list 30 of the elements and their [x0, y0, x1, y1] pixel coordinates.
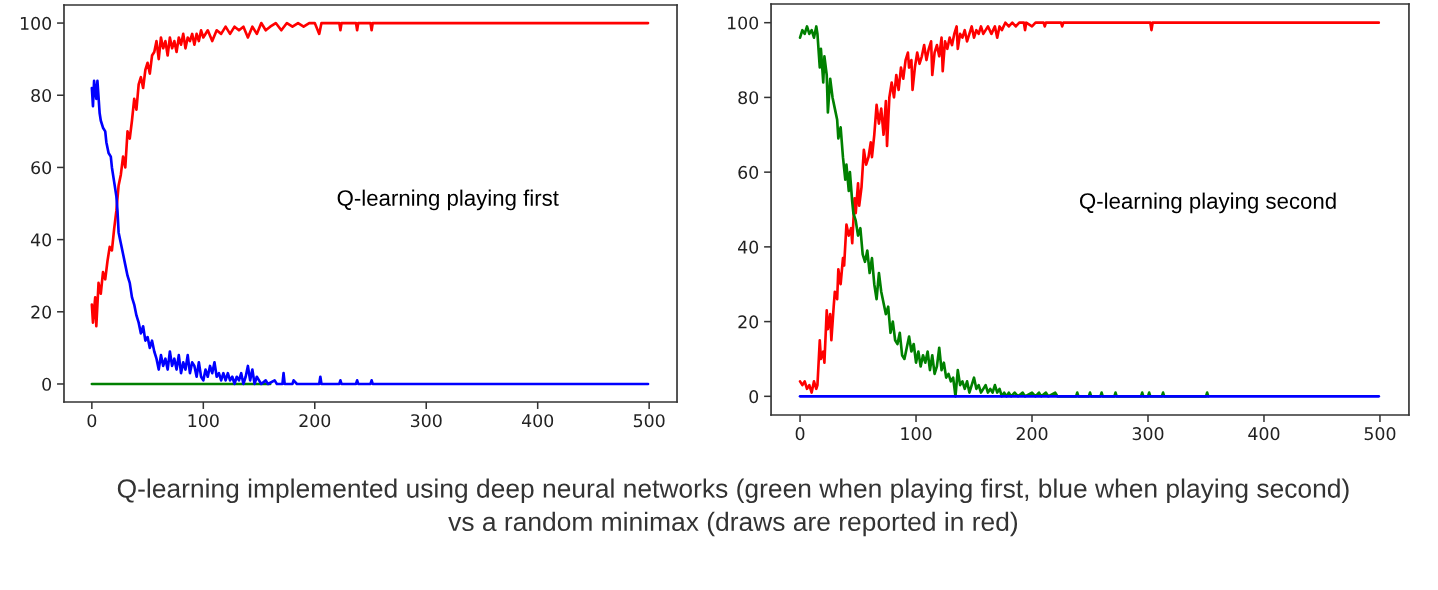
y-tick-label: 20 [31, 305, 52, 319]
x-tick-label: 300 [410, 414, 442, 428]
y-tick-label: 80 [31, 88, 52, 103]
x-tick-label: 400 [521, 414, 554, 428]
x-tick-label: 400 [1248, 427, 1280, 441]
line-series [90, 79, 650, 386]
line-series [90, 21, 650, 328]
x-tick-label: 0 [87, 414, 97, 428]
x-tick-label: 100 [188, 414, 219, 428]
x-tick-label: 500 [633, 414, 665, 428]
annotation: Q-learning playing second [1079, 192, 1336, 214]
y-tick-label: 80 [738, 91, 759, 105]
x-tick-label: 200 [1016, 427, 1048, 441]
y-tick-label: 20 [738, 315, 759, 329]
x-tick-label: 0 [795, 427, 805, 441]
y-tick-label: 0 [42, 377, 52, 391]
x-tick-label: 200 [299, 414, 331, 428]
annotation: Q-learning playing first [337, 189, 559, 211]
y-tick-label: 100 [728, 16, 759, 30]
x-tick-label: 500 [1364, 427, 1396, 441]
y-tick-label: 40 [30, 233, 52, 247]
y-tick-label: 60 [31, 161, 52, 175]
y-tick-label: 100 [20, 16, 52, 30]
x-tick-label: 300 [1132, 427, 1164, 441]
y-tick-label: 0 [749, 390, 759, 404]
x-tick-label: 100 [901, 427, 932, 441]
line-series [798, 21, 1381, 394]
y-tick-label: 60 [738, 165, 759, 179]
y-tick-label: 40 [738, 240, 759, 254]
text: Q-learning implemented using deep neural networks (green when playing first, blue when playing second) vs a random minimax (draws are reported in red) [117, 478, 1349, 537]
